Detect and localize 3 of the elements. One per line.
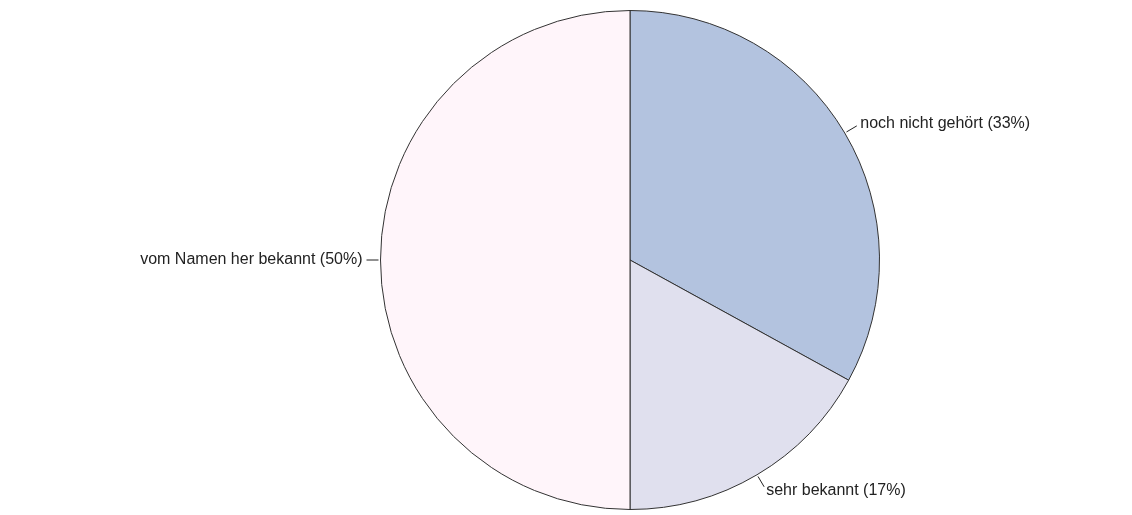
slice-label: sehr bekannt (17%) xyxy=(766,480,906,498)
slice-label: vom Namen her bekannt (50%) xyxy=(140,250,363,268)
slice-label: noch nicht gehört (33%) xyxy=(860,114,1031,132)
